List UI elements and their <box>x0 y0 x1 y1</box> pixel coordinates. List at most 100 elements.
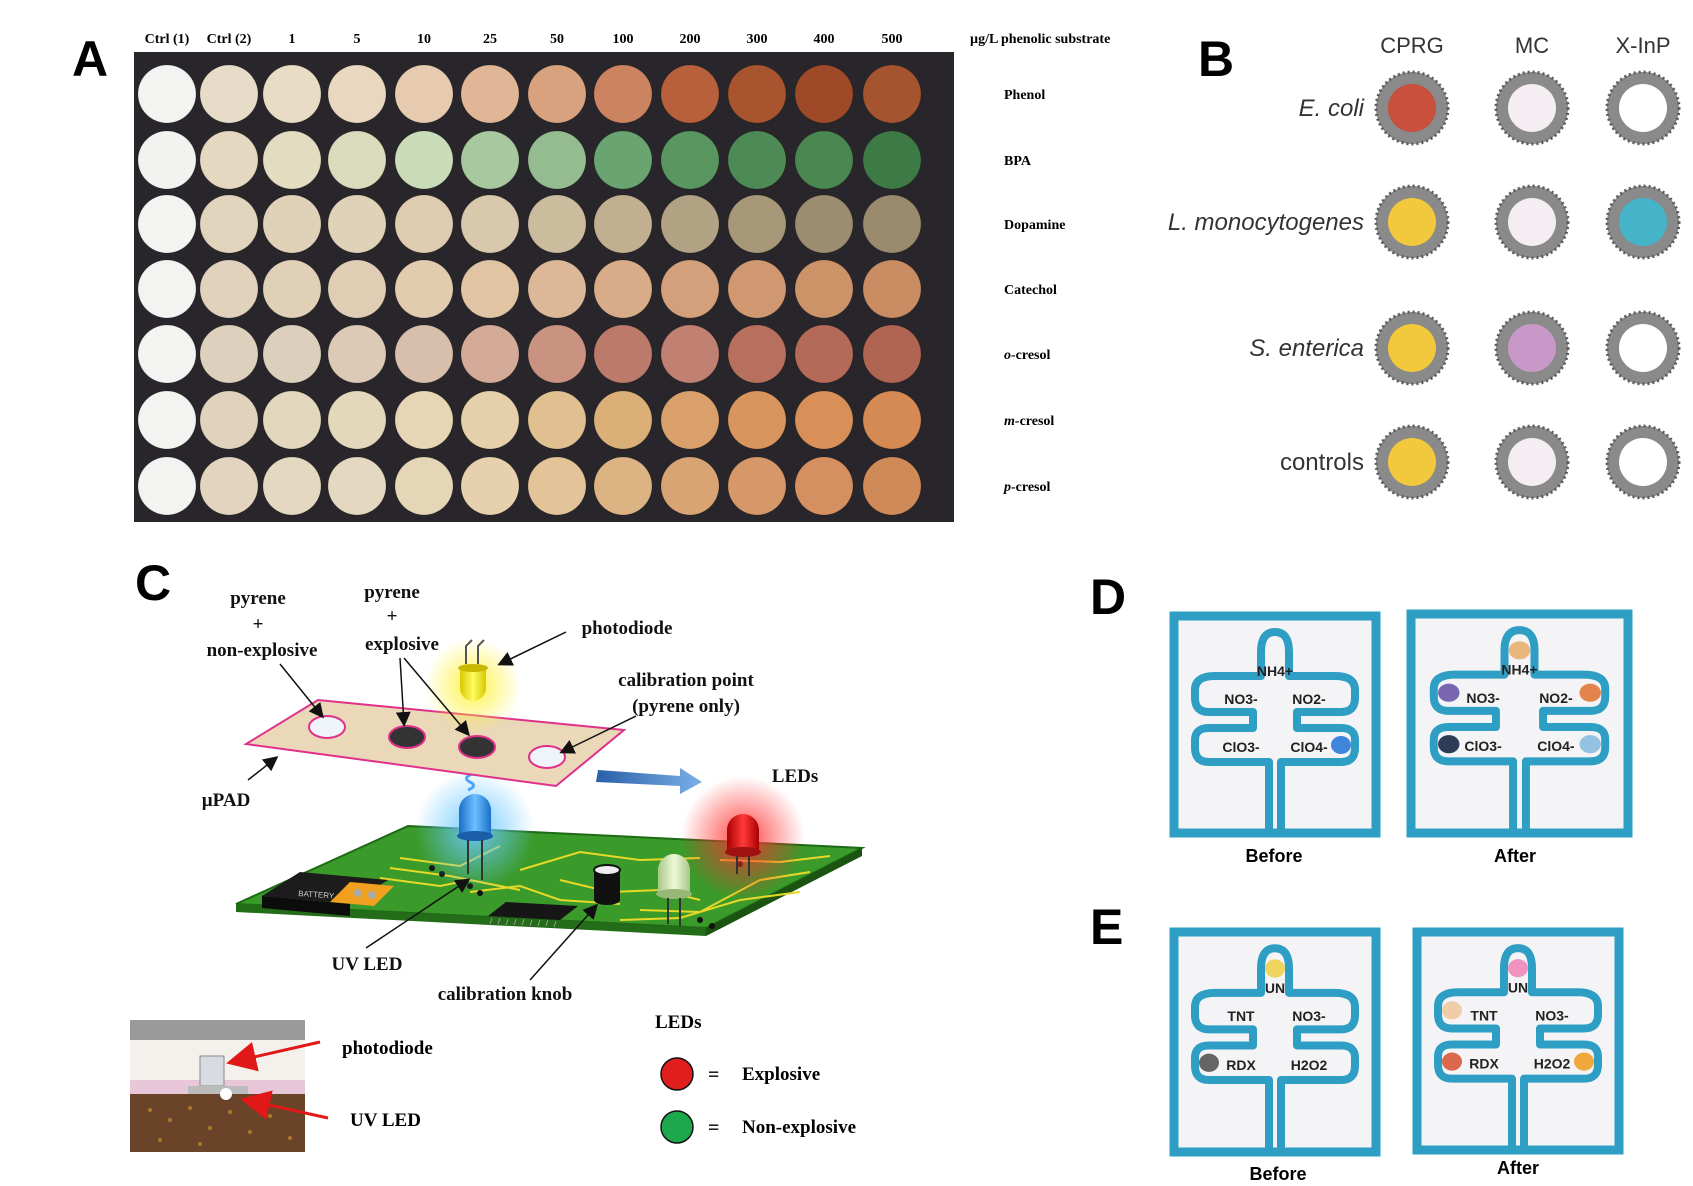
well <box>199 456 259 516</box>
well <box>862 130 922 190</box>
red-led-rim <box>725 847 761 857</box>
well <box>527 324 587 384</box>
knob-base <box>594 895 620 905</box>
spot-label: ClO4- <box>1290 739 1328 755</box>
after-label: After <box>1494 846 1536 866</box>
well <box>460 324 520 384</box>
well <box>137 324 197 384</box>
spot-ring-texture <box>1374 424 1450 500</box>
spot <box>1508 438 1556 486</box>
column-header: 50 <box>550 32 564 47</box>
label-upad: µPAD <box>202 790 251 811</box>
row-label-prefix: o- <box>1004 348 1016 363</box>
panel-e: E UN TNT NO3- RDX H2O2 UN TNT NO3- RDX H2O2 Befo… <box>1090 899 1624 1184</box>
column-header: Ctrl (1) <box>145 32 190 47</box>
pointer-arrow <box>559 715 637 754</box>
spot-label: ClO3- <box>1222 739 1260 755</box>
chip-pins <box>489 917 557 928</box>
well <box>327 456 387 516</box>
after-label: After <box>1497 1158 1539 1178</box>
row-label: S. enterica <box>1249 335 1364 362</box>
column-header: X-InP <box>1615 33 1670 58</box>
pointer-arrow <box>395 657 411 727</box>
panel-b-letter: B <box>1198 31 1234 87</box>
photo-label-photodiode: photodiode <box>342 1038 433 1059</box>
leaf-channel <box>1191 628 1359 834</box>
spot <box>1508 198 1556 246</box>
green-led <box>658 854 690 894</box>
outer-channel <box>1169 927 1381 1157</box>
panel-e-letter: E <box>1090 899 1123 955</box>
well <box>327 64 387 124</box>
spot-label: UN <box>1265 980 1285 996</box>
board-edge <box>706 848 862 936</box>
spot-ring-texture <box>1494 424 1570 500</box>
well <box>527 194 587 254</box>
battery-cap <box>330 882 394 906</box>
well <box>862 390 922 450</box>
spot-label: NO3- <box>1292 1008 1326 1024</box>
well <box>137 390 197 450</box>
well <box>327 130 387 190</box>
spot <box>1619 198 1667 246</box>
well <box>527 64 587 124</box>
battery-terminal <box>354 889 362 897</box>
row-label: controls <box>1280 449 1364 476</box>
spot <box>1388 438 1436 486</box>
reaction-spot <box>1508 959 1528 978</box>
well <box>660 259 720 319</box>
row-label-name: BPA <box>1004 154 1032 169</box>
well <box>862 324 922 384</box>
spot <box>1508 324 1556 372</box>
well <box>327 324 387 384</box>
legend-eq: = <box>708 1117 719 1139</box>
panel-c: C pyrene + non-explosive pyrene + explos… <box>130 555 866 1152</box>
upad-spot-explosive <box>388 725 426 749</box>
row-labels: PhenolBPADopamineCatecholo-cresolm-creso… <box>1003 88 1065 495</box>
well <box>862 194 922 254</box>
label-uv-led: UV LED <box>332 954 403 975</box>
spot-ring-texture <box>1494 70 1570 146</box>
spot-label: RDX <box>1469 1056 1499 1072</box>
row-label: L. monocytogenes <box>1168 209 1364 236</box>
well <box>794 324 854 384</box>
label-photodiode: photodiode <box>582 618 673 639</box>
chip-after: NH4+NO3- NO2- ClO3- ClO4- <box>1406 609 1633 838</box>
well <box>262 456 322 516</box>
legend-dot-explosive <box>660 1057 694 1091</box>
label-non-explosive: non-explosive <box>207 640 318 661</box>
column-header: MC <box>1515 33 1549 58</box>
paper <box>1169 611 1381 838</box>
uv-led <box>459 794 491 836</box>
column-header: 10 <box>417 32 431 47</box>
photo-arrow <box>240 1090 329 1120</box>
spot-label: NO3- <box>1535 1007 1569 1023</box>
well <box>137 259 197 319</box>
well <box>593 130 653 190</box>
reaction-spot <box>1508 641 1531 660</box>
well <box>727 259 787 319</box>
spot-label: ClO4- <box>1537 738 1575 754</box>
well <box>527 456 587 516</box>
well <box>593 259 653 319</box>
battery-text: BATTERY <box>298 889 335 901</box>
well <box>262 194 322 254</box>
unit-label: µg/L phenolic substrate <box>970 32 1110 47</box>
chip-after: UN TNT NO3- RDX H2O2 <box>1412 927 1624 1155</box>
well <box>137 194 197 254</box>
row-label-prefix: m- <box>1004 414 1020 429</box>
well <box>262 390 322 450</box>
well <box>137 64 197 124</box>
reaction-spot <box>1265 959 1285 978</box>
legend-non-explosive: Non-explosive <box>742 1117 856 1138</box>
legend-eq: = <box>708 1064 719 1086</box>
well <box>727 390 787 450</box>
panel-b: B CPRG MC X-InP E. coli L. monocytogenes S. … <box>1168 31 1681 500</box>
label-plus: + <box>387 606 398 627</box>
well <box>199 324 259 384</box>
row-label-prefix: p- <box>1003 480 1016 495</box>
column-header: 400 <box>814 32 835 47</box>
well <box>660 456 720 516</box>
well <box>593 456 653 516</box>
